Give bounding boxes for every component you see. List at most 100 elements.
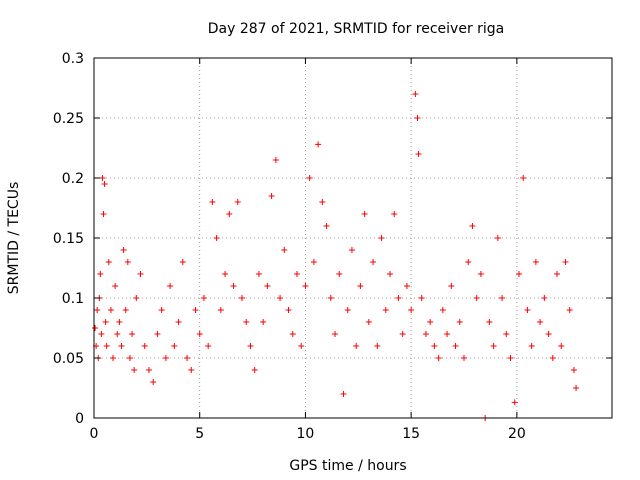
data-point — [306, 175, 313, 181]
data-point — [554, 271, 561, 277]
y-tick-labels: 0 0.05 0.1 0.15 0.2 0.25 0.3 — [53, 51, 84, 427]
data-point — [103, 343, 110, 349]
data-point — [226, 211, 233, 217]
y-tick-label: 0.05 — [53, 351, 84, 367]
data-point — [344, 307, 351, 313]
data-point — [92, 325, 99, 331]
data-point — [281, 247, 288, 253]
data-point — [213, 235, 220, 241]
data-point — [332, 331, 339, 337]
data-point — [133, 295, 140, 301]
data-point — [427, 319, 434, 325]
data-point — [99, 175, 106, 181]
data-point — [336, 271, 343, 277]
data-point — [260, 319, 267, 325]
data-point — [200, 295, 207, 301]
data-point — [116, 319, 123, 325]
grid-lines — [94, 58, 612, 418]
axis-ticks — [93, 57, 612, 419]
data-point — [196, 331, 203, 337]
data-point — [439, 307, 446, 313]
data-point — [162, 355, 169, 361]
data-point — [230, 283, 237, 289]
data-point — [520, 175, 527, 181]
data-point — [126, 355, 133, 361]
x-tick-label: 15 — [402, 426, 420, 442]
data-point — [175, 319, 182, 325]
x-tick-label: 10 — [297, 426, 315, 442]
x-tick-labels: 0 5 10 15 20 — [90, 426, 526, 442]
data-point — [435, 355, 442, 361]
data-point — [361, 211, 368, 217]
data-point — [217, 307, 224, 313]
y-tick-label: 0.15 — [53, 231, 84, 247]
data-point — [403, 283, 410, 289]
data-point — [524, 307, 531, 313]
data-point — [100, 211, 107, 217]
data-point — [412, 91, 419, 97]
chart-title: Day 287 of 2021, SRMTID for receiver rig… — [208, 21, 505, 37]
data-point — [566, 307, 573, 313]
data-point — [418, 295, 425, 301]
data-point — [131, 367, 138, 373]
data-point — [264, 283, 271, 289]
data-point — [340, 391, 347, 397]
data-point — [107, 307, 114, 313]
data-point — [98, 331, 105, 337]
data-point — [310, 259, 317, 265]
y-tick-label: 0.25 — [53, 111, 84, 127]
data-point — [473, 295, 480, 301]
data-point — [272, 157, 279, 163]
data-point — [222, 271, 229, 277]
data-point — [365, 319, 372, 325]
data-point — [503, 331, 510, 337]
data-point — [456, 319, 463, 325]
data-point — [319, 199, 326, 205]
data-point — [465, 259, 472, 265]
data-point — [353, 343, 360, 349]
data-point — [387, 271, 393, 277]
data-point — [243, 319, 250, 325]
data-point — [357, 283, 364, 289]
data-point — [101, 181, 108, 187]
y-tick-label: 0.1 — [62, 291, 84, 307]
data-point — [171, 343, 178, 349]
data-point — [102, 319, 109, 325]
data-point — [370, 259, 377, 265]
data-point — [537, 319, 544, 325]
data-point — [541, 295, 548, 301]
data-point — [110, 355, 117, 361]
x-axis-label: GPS time / hours — [289, 458, 406, 474]
data-point — [477, 271, 484, 277]
data-point — [562, 259, 569, 265]
data-point — [452, 343, 459, 349]
data-point — [573, 385, 580, 391]
data-point — [399, 331, 406, 337]
x-tick-label: 0 — [90, 426, 99, 442]
data-point — [122, 307, 129, 313]
data-point — [490, 343, 497, 349]
data-point — [120, 247, 127, 253]
data-point — [414, 115, 421, 121]
data-point — [348, 247, 355, 253]
data-point — [150, 379, 157, 385]
y-tick-label: 0 — [75, 411, 84, 427]
data-point — [167, 283, 174, 289]
data-point — [515, 271, 522, 277]
data-point — [277, 295, 284, 301]
data-point — [192, 307, 199, 313]
data-point — [570, 367, 577, 373]
data-point — [469, 223, 476, 229]
data-point — [549, 355, 556, 361]
data-point — [422, 331, 429, 337]
data-point — [289, 331, 296, 337]
data-point — [234, 199, 241, 205]
data-point — [395, 295, 402, 301]
data-point — [448, 283, 455, 289]
y-tick-label: 0.3 — [62, 51, 84, 67]
data-point — [378, 235, 385, 241]
data-point — [268, 193, 275, 199]
data-point — [209, 199, 216, 205]
data-point — [444, 331, 451, 337]
